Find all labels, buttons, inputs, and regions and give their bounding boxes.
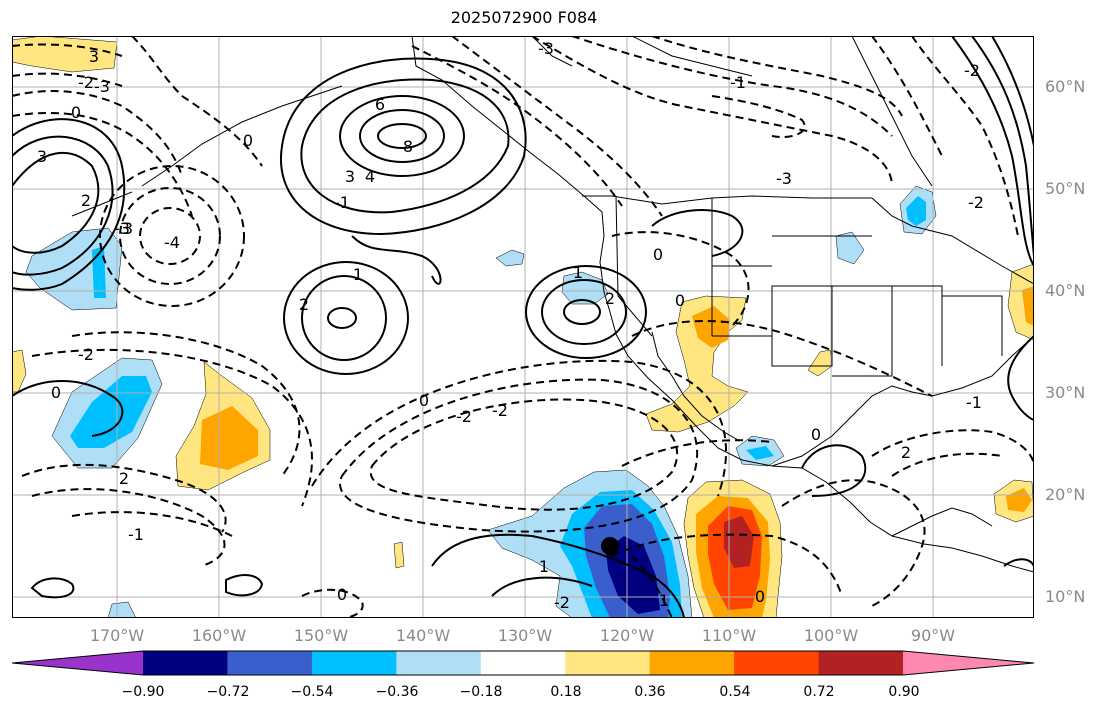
lon-label: 160°W xyxy=(191,626,247,645)
contour-label: 2 xyxy=(299,295,309,314)
contours-positive xyxy=(12,36,1034,618)
contour-label: 3 xyxy=(345,167,355,186)
contour-label: -1 xyxy=(128,525,144,544)
contour-label: -3 xyxy=(776,169,792,188)
lat-label: 50°N xyxy=(1045,179,1086,198)
contour-label: -1 xyxy=(334,193,350,212)
colorbar-tick-label: −0.36 xyxy=(375,684,419,700)
lat-label: 20°N xyxy=(1045,485,1086,504)
contour-label: 0 xyxy=(755,587,765,606)
contour-label: 2 xyxy=(119,469,129,488)
storm-center-marker xyxy=(601,537,619,555)
contour-label: -3 xyxy=(538,39,554,58)
colorbar-tick-label: 0.18 xyxy=(550,684,582,700)
contour-label: -1 xyxy=(966,393,982,412)
map-title: 2025072900 F084 xyxy=(450,8,598,27)
colorbar-segment xyxy=(227,651,313,675)
lon-label: 130°W xyxy=(497,626,553,645)
gridlines xyxy=(12,36,1034,618)
lat-label: 60°N xyxy=(1045,77,1086,96)
contour-label: -2 xyxy=(968,193,984,212)
lon-label: 120°W xyxy=(599,626,655,645)
contour-label: 3 xyxy=(37,147,47,166)
colorbar xyxy=(12,650,1035,676)
lon-label: 110°W xyxy=(701,626,757,645)
contour-label: -2 xyxy=(456,407,472,426)
contour-label: -1 xyxy=(730,73,746,92)
lon-label: 150°W xyxy=(293,626,349,645)
contour-label: 8 xyxy=(403,137,413,156)
contour-label: 4 xyxy=(365,167,375,186)
colorbar-segment xyxy=(734,651,820,675)
lon-label: 170°W xyxy=(89,626,145,645)
contour-label: -3 xyxy=(114,219,130,238)
colorbar-tick-label: −0.72 xyxy=(206,684,250,700)
contour-label: -3 xyxy=(94,77,110,96)
colorbar-outline xyxy=(12,650,1035,676)
lon-label: 100°W xyxy=(803,626,859,645)
colorbar-segment xyxy=(311,651,397,675)
colorbar-tick-label: 0.90 xyxy=(888,684,920,700)
contour-label: 1 xyxy=(659,591,669,610)
contour-label: 0 xyxy=(675,291,685,310)
colorbar-segment xyxy=(396,651,482,675)
contour-label: -2 xyxy=(554,593,570,612)
lat-label: 10°N xyxy=(1045,587,1086,606)
contour-label: 1 xyxy=(573,263,583,282)
lon-label: 90°W xyxy=(910,626,956,645)
contour-label: 0 xyxy=(71,103,81,122)
contour-label: 0 xyxy=(51,383,61,402)
contour-label: -2 xyxy=(78,73,94,92)
contour-label: 0 xyxy=(419,391,429,410)
contour-label: 3 xyxy=(123,219,133,238)
map-plot: 3 0 3 -3 6 8 4 3 -1 -3 -2 -3 0 3 2 -4 -2… xyxy=(12,36,1034,618)
colorbar-tick-label: −0.18 xyxy=(459,684,503,700)
contour-labels: 3 0 3 -3 6 8 4 3 -1 -3 -2 -3 0 3 2 -4 -2… xyxy=(37,39,984,612)
contour-label: -2 xyxy=(492,401,508,420)
contour-label: 3 xyxy=(89,47,99,66)
colorbar-segment xyxy=(480,651,566,675)
colorbar-segment xyxy=(565,651,651,675)
colorbar-tick-label: −0.90 xyxy=(121,684,165,700)
contour-label: 2 xyxy=(605,289,615,308)
coastlines xyxy=(71,36,1034,573)
contour-label: 1 xyxy=(539,557,549,576)
colorbar-tick-label: −0.54 xyxy=(290,684,334,700)
contour-label: -2 xyxy=(78,345,94,364)
colorbar-segment xyxy=(12,651,143,675)
lat-label: 40°N xyxy=(1045,281,1086,300)
colorbar-segment xyxy=(818,651,904,675)
colorbar-tick-label: 0.36 xyxy=(634,684,666,700)
lon-label: 140°W xyxy=(395,626,451,645)
contour-label: 0 xyxy=(337,585,347,604)
contour-label: -2 xyxy=(964,61,980,80)
lat-label: 30°N xyxy=(1045,383,1086,402)
contour-label: 0 xyxy=(243,131,253,150)
colorbar-tick-label: 0.72 xyxy=(803,684,835,700)
contour-label: 1 xyxy=(353,265,363,284)
shaded-fields xyxy=(12,36,1034,618)
colorbar-segment xyxy=(649,651,735,675)
colorbar-segment xyxy=(143,651,228,675)
contour-label: -4 xyxy=(164,233,180,252)
contour-label: 6 xyxy=(375,95,385,114)
contour-label: 0 xyxy=(811,425,821,444)
contour-label: 2 xyxy=(901,443,911,462)
colorbar-segment xyxy=(903,651,1034,675)
contour-label: 2 xyxy=(81,191,91,210)
colorbar-tick-label: 0.54 xyxy=(719,684,751,700)
contour-label: 0 xyxy=(653,245,663,264)
contours-negative xyxy=(12,36,1034,618)
